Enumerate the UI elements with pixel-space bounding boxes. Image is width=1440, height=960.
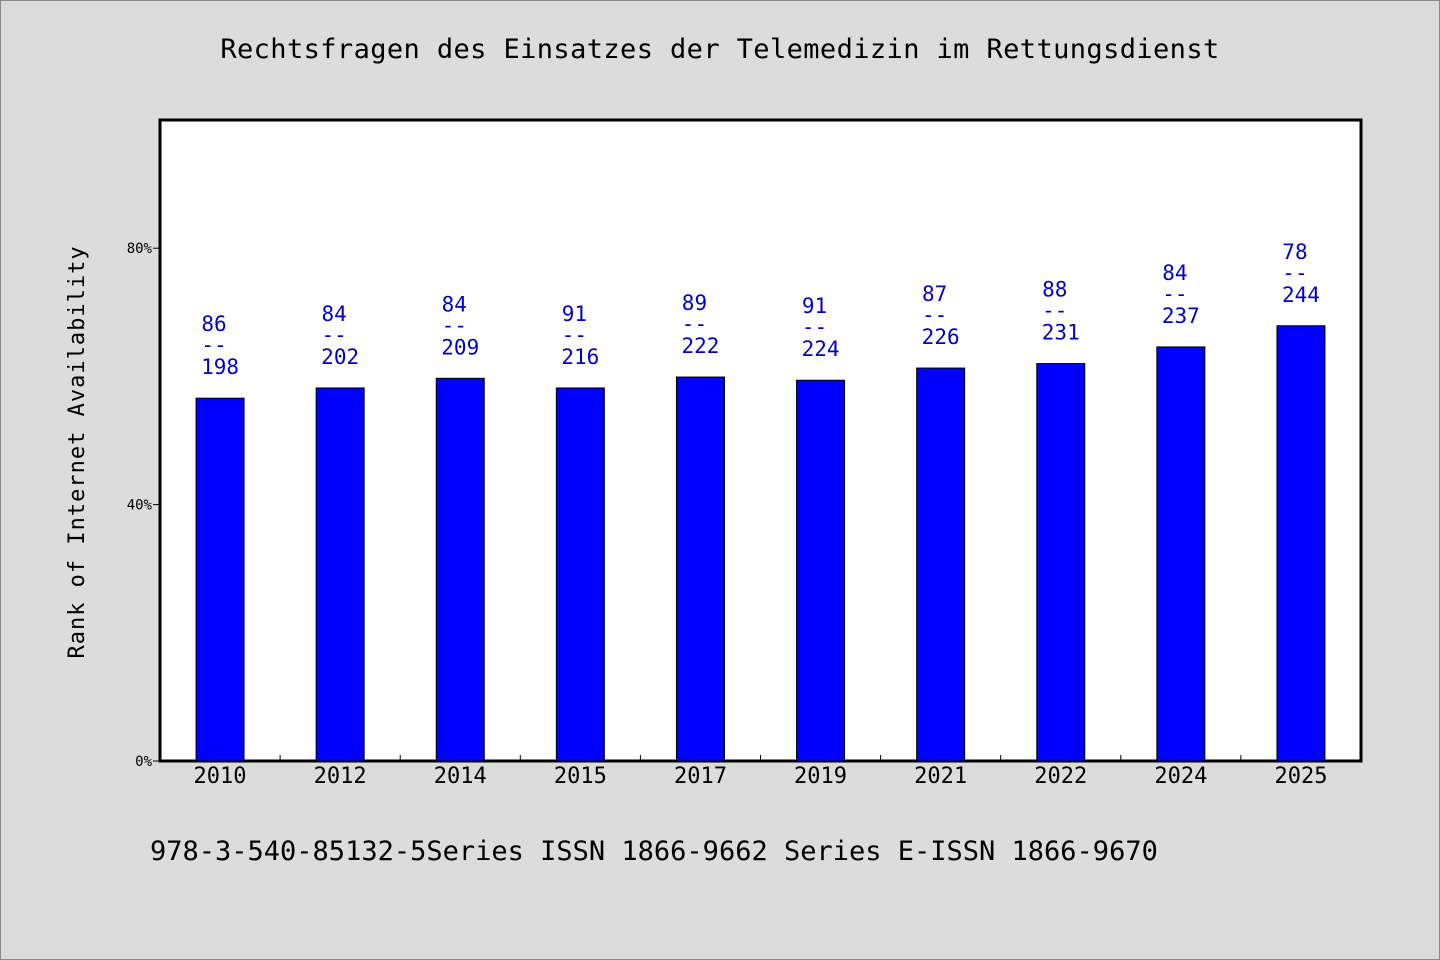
data-labels: 86--19884--20284--20991--21689--22291--2… [201, 240, 1320, 379]
data-label-top: 88 [1042, 278, 1067, 302]
y-tick-label: 80% [127, 241, 153, 257]
data-label-separator: -- [322, 323, 347, 347]
data-label-top: 84 [1162, 261, 1187, 285]
y-axis: 0% 40% 80% [127, 241, 160, 770]
x-tick-label: 2022 [1034, 764, 1087, 789]
data-label-bottom: 237 [1162, 304, 1200, 328]
data-label-top: 91 [562, 302, 587, 326]
footer-note: 978-3-540-85132-5Series ISSN 1866-9662 S… [150, 836, 1158, 867]
x-tick-label: 2019 [794, 764, 847, 789]
data-label-bottom: 202 [321, 345, 359, 369]
bar [916, 367, 966, 762]
x-tick-label: 2014 [434, 764, 487, 789]
data-label-top: 78 [1282, 240, 1307, 264]
data-label-bottom: 209 [441, 335, 479, 359]
data-label-separator: -- [1282, 261, 1307, 285]
x-tick-label: 2024 [1154, 764, 1207, 789]
x-tick-label: 2017 [674, 764, 727, 789]
bar [435, 377, 485, 762]
y-axis-label: Rank of Internet Availability [65, 245, 90, 658]
bar [1036, 363, 1086, 762]
bar [1276, 325, 1326, 762]
data-label-separator: -- [922, 303, 947, 327]
y-tick-label: 0% [135, 754, 152, 770]
data-label-separator: -- [1042, 299, 1067, 323]
data-label-bottom: 216 [561, 345, 599, 369]
data-label-separator: -- [442, 313, 467, 337]
x-tick-label: 2015 [554, 764, 607, 789]
data-label-top: 89 [682, 291, 707, 315]
data-label-bottom: 198 [201, 355, 239, 379]
data-label-separator: -- [1162, 282, 1187, 306]
data-label-bottom: 226 [922, 325, 960, 349]
data-label-top: 84 [322, 302, 347, 326]
bar [675, 376, 725, 762]
bar [796, 379, 846, 762]
bar [195, 397, 245, 762]
data-label-bottom: 244 [1282, 283, 1320, 307]
bar [555, 387, 605, 762]
x-tick-label: 2025 [1274, 764, 1327, 789]
data-label-top: 91 [802, 294, 827, 318]
chart-title: Rechtsfragen des Einsatzes der Telemediz… [220, 34, 1220, 65]
x-axis: 2010 2012 2014 2015 2017 2019 2021 2022 2024 2025 [194, 755, 1327, 789]
data-label-top: 84 [442, 292, 467, 316]
data-label-top: 86 [201, 312, 226, 336]
data-label-separator: -- [201, 333, 226, 357]
x-tick-label: 2010 [194, 764, 247, 789]
data-label-bottom: 224 [802, 337, 840, 361]
y-tick-label: 40% [127, 498, 153, 514]
bar [1156, 346, 1206, 762]
bar-series [195, 325, 1326, 762]
data-label-separator: -- [562, 323, 587, 347]
data-label-bottom: 222 [681, 334, 719, 358]
data-label-top: 87 [922, 282, 947, 306]
x-tick-label: 2021 [914, 764, 967, 789]
bar [315, 387, 365, 762]
data-label-separator: -- [802, 315, 827, 339]
data-label-separator: -- [682, 312, 707, 336]
data-label-bottom: 231 [1042, 321, 1080, 345]
x-tick-label: 2012 [314, 764, 367, 789]
